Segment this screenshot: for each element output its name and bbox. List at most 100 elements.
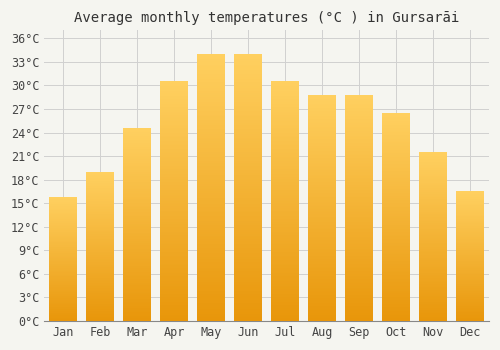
Bar [346, 128, 373, 130]
Bar [456, 264, 484, 265]
Bar [160, 284, 188, 286]
Bar [308, 99, 336, 101]
Bar [272, 244, 299, 246]
Bar [308, 297, 336, 299]
Bar [49, 262, 77, 263]
Bar [86, 249, 114, 250]
Bar [420, 183, 447, 185]
Bar [86, 205, 114, 206]
Bar [49, 317, 77, 318]
Bar [123, 138, 151, 139]
Bar [308, 318, 336, 320]
Bar [197, 66, 225, 68]
Bar [308, 156, 336, 158]
Bar [308, 149, 336, 150]
Bar [456, 258, 484, 259]
Bar [272, 145, 299, 147]
Bar [382, 149, 410, 150]
Bar [456, 269, 484, 270]
Bar [160, 234, 188, 236]
Bar [160, 219, 188, 220]
Bar [234, 166, 262, 168]
Bar [420, 223, 447, 224]
Bar [123, 225, 151, 226]
Bar [420, 279, 447, 280]
Bar [272, 160, 299, 161]
Bar [160, 128, 188, 130]
Bar [272, 112, 299, 113]
Bar [160, 268, 188, 270]
Bar [420, 231, 447, 232]
Bar [382, 199, 410, 200]
Bar [197, 292, 225, 294]
Bar [456, 285, 484, 286]
Bar [308, 315, 336, 316]
Bar [456, 214, 484, 215]
Bar [160, 214, 188, 216]
Bar [123, 231, 151, 232]
Bar [420, 289, 447, 290]
Bar [86, 181, 114, 182]
Bar [160, 307, 188, 308]
Bar [49, 289, 77, 290]
Bar [86, 298, 114, 299]
Bar [420, 237, 447, 238]
Bar [160, 198, 188, 199]
Bar [234, 136, 262, 138]
Bar [420, 186, 447, 187]
Bar [272, 100, 299, 102]
Bar [308, 237, 336, 238]
Bar [49, 265, 77, 266]
Bar [160, 243, 188, 244]
Bar [234, 95, 262, 97]
Bar [456, 253, 484, 254]
Bar [234, 145, 262, 147]
Bar [123, 205, 151, 207]
Bar [197, 114, 225, 116]
Bar [456, 305, 484, 306]
Bar [272, 118, 299, 120]
Bar [420, 248, 447, 249]
Bar [86, 198, 114, 200]
Bar [49, 241, 77, 243]
Bar [86, 242, 114, 244]
Bar [420, 254, 447, 256]
Bar [308, 229, 336, 231]
Bar [346, 256, 373, 258]
Bar [308, 285, 336, 286]
Bar [346, 193, 373, 194]
Bar [420, 158, 447, 159]
Bar [234, 264, 262, 266]
Bar [160, 305, 188, 307]
Bar [234, 285, 262, 287]
Bar [123, 200, 151, 202]
Bar [346, 197, 373, 199]
Bar [420, 303, 447, 304]
Bar [123, 152, 151, 153]
Bar [234, 294, 262, 296]
Bar [197, 214, 225, 216]
Bar [160, 289, 188, 291]
Bar [382, 193, 410, 195]
Bar [197, 303, 225, 305]
Bar [382, 190, 410, 192]
Bar [49, 199, 77, 200]
Bar [86, 241, 114, 243]
Bar [346, 254, 373, 256]
Bar [346, 156, 373, 158]
Bar [123, 313, 151, 315]
Bar [382, 228, 410, 230]
Bar [197, 262, 225, 264]
Bar [123, 276, 151, 278]
Bar [197, 161, 225, 163]
Bar [308, 245, 336, 247]
Bar [197, 239, 225, 241]
Bar [346, 160, 373, 161]
Bar [420, 195, 447, 196]
Bar [123, 277, 151, 279]
Bar [456, 315, 484, 316]
Bar [160, 107, 188, 108]
Bar [49, 202, 77, 203]
Bar [49, 264, 77, 265]
Bar [456, 217, 484, 218]
